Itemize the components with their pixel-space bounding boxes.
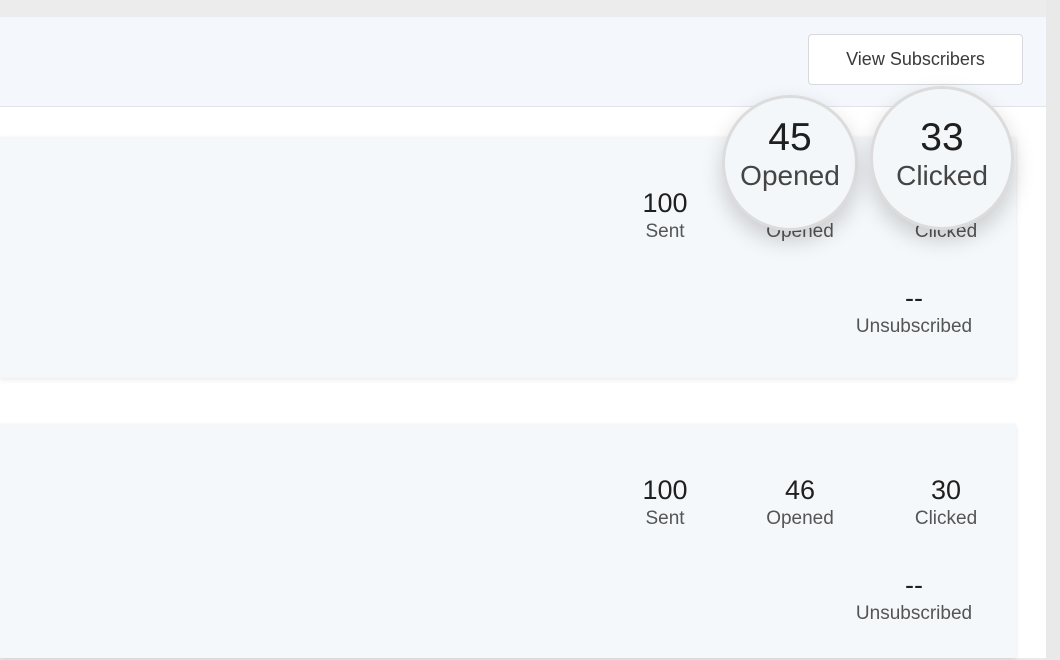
- stat-value: 30: [930, 475, 962, 505]
- stat-value: --: [905, 570, 923, 600]
- magnifier-opened: 45 Opened: [722, 95, 858, 231]
- stat-opened: 46 Opened: [720, 475, 880, 531]
- stat-value: 46: [784, 475, 816, 505]
- stat-sent: 100 Sent: [585, 475, 745, 531]
- stat-label: Unsubscribed: [855, 316, 973, 337]
- view-subscribers-button[interactable]: View Subscribers: [808, 34, 1023, 85]
- stat-unsubscribed: -- Unsubscribed: [834, 283, 994, 339]
- magnified-value: 45: [768, 116, 812, 159]
- stat-label: Sent: [645, 221, 685, 242]
- stat-clicked: 30 Clicked: [866, 475, 1026, 531]
- stat-label: Sent: [645, 508, 685, 529]
- stat-sent: 100 Sent: [585, 188, 745, 244]
- campaign-card: 100 Sent 45 Opened 33 Clicked -- Unsubsc…: [0, 138, 1016, 378]
- stat-value: --: [905, 283, 923, 313]
- magnified-label: Opened: [740, 160, 840, 191]
- stat-value: 100: [642, 188, 688, 218]
- stat-unsubscribed: -- Unsubscribed: [834, 570, 994, 626]
- magnified-label: Clicked: [896, 160, 988, 191]
- magnifier-clicked: 33 Clicked: [870, 86, 1014, 230]
- stat-value: 100: [642, 475, 688, 505]
- magnified-value: 33: [920, 116, 964, 159]
- stat-label: Opened: [766, 508, 834, 529]
- stat-label: Unsubscribed: [855, 603, 973, 624]
- stat-label: Clicked: [914, 508, 978, 529]
- campaign-card: 100 Sent 46 Opened 30 Clicked -- Unsubsc…: [0, 425, 1016, 658]
